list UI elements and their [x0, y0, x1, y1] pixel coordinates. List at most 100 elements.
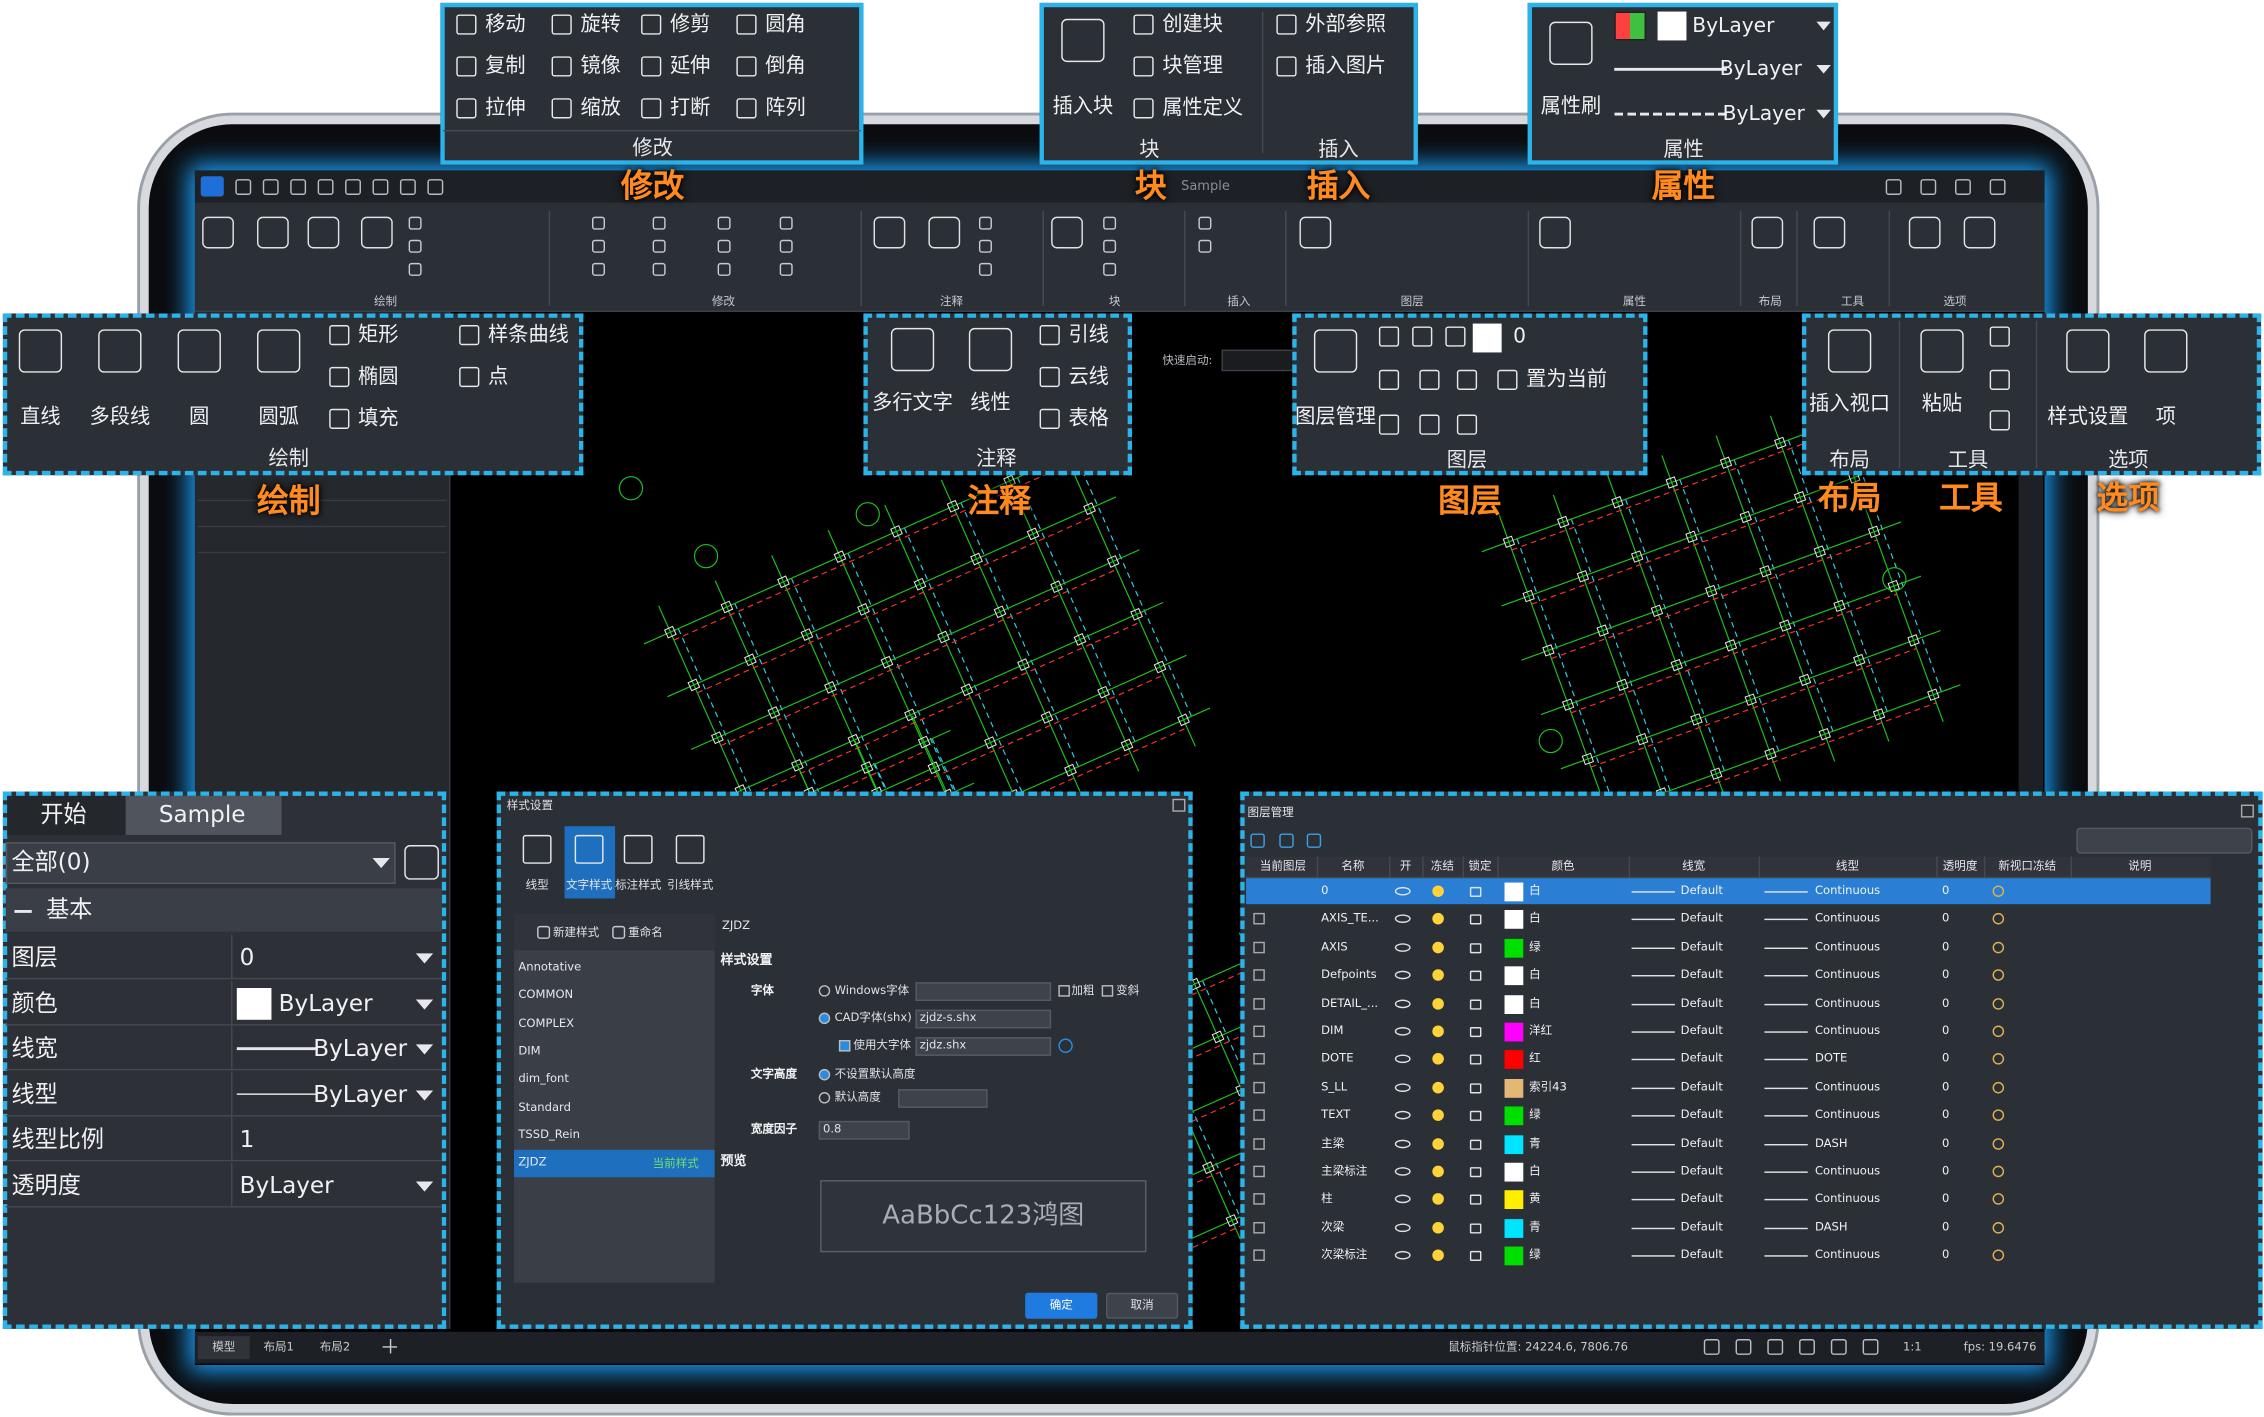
- tool-label: 修剪: [670, 14, 710, 34]
- cad-line: [1532, 486, 1858, 605]
- color-swatch: [1505, 1219, 1524, 1238]
- dialog-tab[interactable]: 线型: [526, 880, 549, 892]
- ribbon-group-label: 属性: [1623, 296, 1646, 308]
- row-check: [1253, 941, 1265, 953]
- column-sep: [1422, 857, 1423, 879]
- style-item[interactable]: dim_font: [518, 1073, 569, 1085]
- style-item[interactable]: COMMON: [518, 990, 573, 1002]
- icon: [202, 217, 234, 249]
- input-value[interactable]: 0.8: [823, 1124, 841, 1136]
- tab-label: 开始: [40, 803, 86, 826]
- tool-label: 打断: [670, 98, 710, 118]
- line-sample: [1764, 1059, 1807, 1060]
- icon: [592, 240, 605, 253]
- icon: [653, 263, 666, 276]
- layer-transparency: 0: [1942, 1110, 1949, 1122]
- cad-line: [714, 603, 1162, 803]
- ribbon-divider: [1889, 211, 1890, 306]
- style-item[interactable]: Standard: [518, 1101, 571, 1113]
- icon: [1886, 179, 1902, 195]
- property-label: 线型: [12, 1083, 58, 1106]
- column-header: 锁定: [1468, 861, 1491, 873]
- ribbon-group-label: 插入: [1227, 296, 1250, 308]
- row-check: [1253, 998, 1265, 1010]
- tool-label: 倒角: [765, 56, 805, 76]
- layer-name[interactable]: AXIS_TE...: [1321, 913, 1379, 925]
- color-swatch: [1505, 1079, 1524, 1098]
- tab-label[interactable]: Sample: [159, 803, 246, 826]
- search-box: [2076, 828, 2252, 854]
- color-swatch: [1505, 1107, 1524, 1126]
- line-sample: [237, 1047, 318, 1050]
- window-title: Sample: [1181, 181, 1230, 194]
- style-item[interactable]: Annotative: [518, 962, 581, 974]
- title-bar: [195, 170, 2045, 202]
- icon: [718, 263, 731, 276]
- layer-name[interactable]: 主梁标注: [1321, 1166, 1367, 1178]
- cad-line: [1541, 576, 1921, 714]
- icon: [318, 179, 334, 195]
- ribbon-divider: [1285, 211, 1286, 306]
- layer-name[interactable]: 次梁标注: [1321, 1250, 1367, 1262]
- line-sample: [1632, 1003, 1675, 1004]
- icon: [1767, 1339, 1783, 1355]
- icon: [1379, 370, 1399, 390]
- layer-name[interactable]: 柱: [1321, 1194, 1333, 1206]
- layer-name[interactable]: DIM: [1321, 1026, 1343, 1038]
- layer-name[interactable]: 主梁: [1321, 1138, 1344, 1150]
- layer-name[interactable]: Defpoints: [1321, 969, 1377, 981]
- ribbon-group-label: 工具: [1841, 296, 1864, 308]
- dialog-tab[interactable]: 引线样式: [667, 880, 713, 892]
- input-value[interactable]: zjdz-s.shx: [920, 1013, 977, 1025]
- tool-label: 拉伸: [485, 98, 525, 118]
- layout-tab[interactable]: 布局2: [320, 1342, 350, 1354]
- highlight-label: 块: [1135, 172, 1167, 204]
- lock-icon: [1470, 943, 1482, 953]
- filter-value[interactable]: 全部(0): [12, 851, 91, 874]
- icon: [1198, 217, 1211, 230]
- style-item[interactable]: TSSD_Rein: [518, 1129, 580, 1141]
- layer-name[interactable]: AXIS: [1321, 941, 1348, 953]
- layer-color: 白: [1529, 913, 1541, 925]
- dialog-tab[interactable]: 文字样式: [566, 880, 612, 892]
- color-swatch: [1505, 967, 1524, 986]
- line-sample: [1764, 1087, 1807, 1088]
- dialog-tab[interactable]: 标注样式: [615, 880, 661, 892]
- line-sample: [1764, 975, 1807, 976]
- dropdown-arrow: [373, 858, 390, 868]
- vp-freeze-icon: [1993, 1222, 2005, 1234]
- layer-name[interactable]: DETAIL_...: [1321, 998, 1378, 1010]
- layer-name[interactable]: 次梁: [1321, 1222, 1344, 1234]
- layout-tab[interactable]: 模型: [212, 1342, 235, 1354]
- tool-label: 引线: [1068, 325, 1108, 345]
- input-value[interactable]: zjdz.shx: [920, 1040, 967, 1052]
- panel-label: 图层: [1447, 451, 1487, 471]
- property-value: ByLayer: [1723, 104, 1805, 124]
- style-item[interactable]: ZJDZ: [518, 1157, 546, 1169]
- field-label: 宽度因子: [751, 1124, 797, 1136]
- ribbon-divider: [861, 211, 862, 306]
- icon: [329, 367, 349, 387]
- layer-linetype: Continuous: [1815, 1082, 1880, 1094]
- layer-name[interactable]: 0: [1321, 885, 1328, 897]
- dialog-action[interactable]: 新建样式: [553, 927, 599, 939]
- ok-label[interactable]: 确定: [1050, 1300, 1073, 1312]
- cancel-label[interactable]: 取消: [1131, 1300, 1154, 1312]
- layer-name[interactable]: DOTE: [1321, 1054, 1353, 1066]
- freeze-icon: [1432, 885, 1444, 897]
- dialog-action[interactable]: 重命名: [628, 927, 663, 939]
- ribbon-group-label: 选项: [1943, 296, 1966, 308]
- style-item[interactable]: COMPLEX: [518, 1018, 574, 1030]
- layer-color: 黄: [1529, 1194, 1541, 1206]
- icon: [1863, 1339, 1879, 1355]
- layout-tab[interactable]: 布局1: [263, 1342, 293, 1354]
- line-sample: [1764, 1143, 1807, 1144]
- line-sample: [1632, 1199, 1675, 1200]
- column-sep: [1629, 857, 1630, 879]
- icon: [257, 329, 300, 372]
- style-item[interactable]: DIM: [518, 1046, 540, 1058]
- tool-label: 样条曲线: [488, 325, 569, 345]
- layer-name[interactable]: TEXT: [1321, 1110, 1350, 1122]
- layer-name[interactable]: S_LL: [1321, 1082, 1347, 1094]
- ribbon-group-label: 修改: [712, 296, 735, 308]
